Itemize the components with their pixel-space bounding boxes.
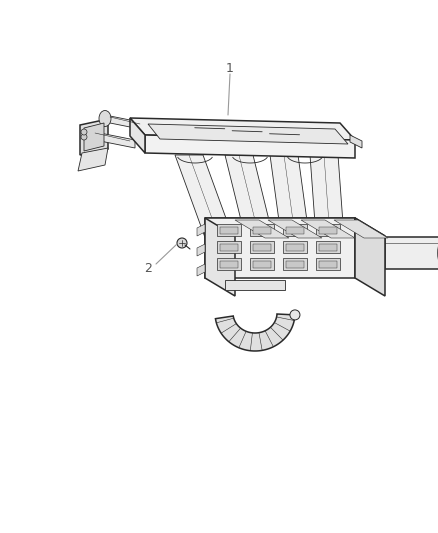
- Bar: [283, 258, 307, 270]
- Polygon shape: [205, 218, 355, 278]
- Text: 2: 2: [144, 262, 152, 274]
- Bar: [220, 227, 238, 234]
- Polygon shape: [130, 118, 145, 153]
- Polygon shape: [334, 220, 388, 238]
- Polygon shape: [90, 131, 135, 148]
- Polygon shape: [205, 218, 235, 296]
- Bar: [217, 258, 241, 270]
- Ellipse shape: [84, 127, 96, 143]
- Polygon shape: [225, 280, 285, 290]
- Polygon shape: [145, 135, 355, 158]
- Text: 1: 1: [226, 61, 234, 75]
- Polygon shape: [301, 220, 355, 238]
- Bar: [220, 261, 238, 268]
- Polygon shape: [148, 124, 348, 144]
- Polygon shape: [215, 314, 295, 351]
- Circle shape: [81, 134, 87, 140]
- Bar: [286, 244, 304, 251]
- Bar: [253, 261, 271, 268]
- Circle shape: [81, 129, 87, 135]
- Bar: [316, 258, 340, 270]
- Polygon shape: [310, 155, 346, 265]
- Bar: [283, 241, 307, 253]
- Polygon shape: [350, 135, 362, 148]
- Circle shape: [177, 238, 187, 248]
- Bar: [253, 227, 271, 234]
- Bar: [217, 241, 241, 253]
- Ellipse shape: [290, 310, 300, 320]
- Polygon shape: [105, 115, 145, 130]
- Bar: [283, 224, 307, 236]
- Polygon shape: [270, 155, 313, 265]
- Polygon shape: [225, 155, 280, 265]
- Ellipse shape: [99, 110, 111, 126]
- Bar: [319, 261, 337, 268]
- Bar: [250, 241, 274, 253]
- Bar: [316, 224, 340, 236]
- Bar: [316, 241, 340, 253]
- Bar: [250, 224, 274, 236]
- Polygon shape: [355, 218, 385, 296]
- Bar: [217, 224, 241, 236]
- Polygon shape: [175, 155, 243, 265]
- Polygon shape: [268, 220, 322, 238]
- Bar: [220, 244, 238, 251]
- Polygon shape: [197, 264, 205, 276]
- Polygon shape: [84, 123, 104, 151]
- Bar: [250, 258, 274, 270]
- Polygon shape: [235, 220, 289, 238]
- Polygon shape: [205, 218, 385, 236]
- Bar: [286, 227, 304, 234]
- Polygon shape: [197, 244, 205, 256]
- Bar: [253, 244, 271, 251]
- Bar: [319, 244, 337, 251]
- Polygon shape: [78, 148, 108, 171]
- Polygon shape: [130, 118, 355, 140]
- Polygon shape: [385, 237, 438, 269]
- Bar: [319, 227, 337, 234]
- Polygon shape: [197, 224, 205, 236]
- Bar: [286, 261, 304, 268]
- Polygon shape: [80, 119, 108, 155]
